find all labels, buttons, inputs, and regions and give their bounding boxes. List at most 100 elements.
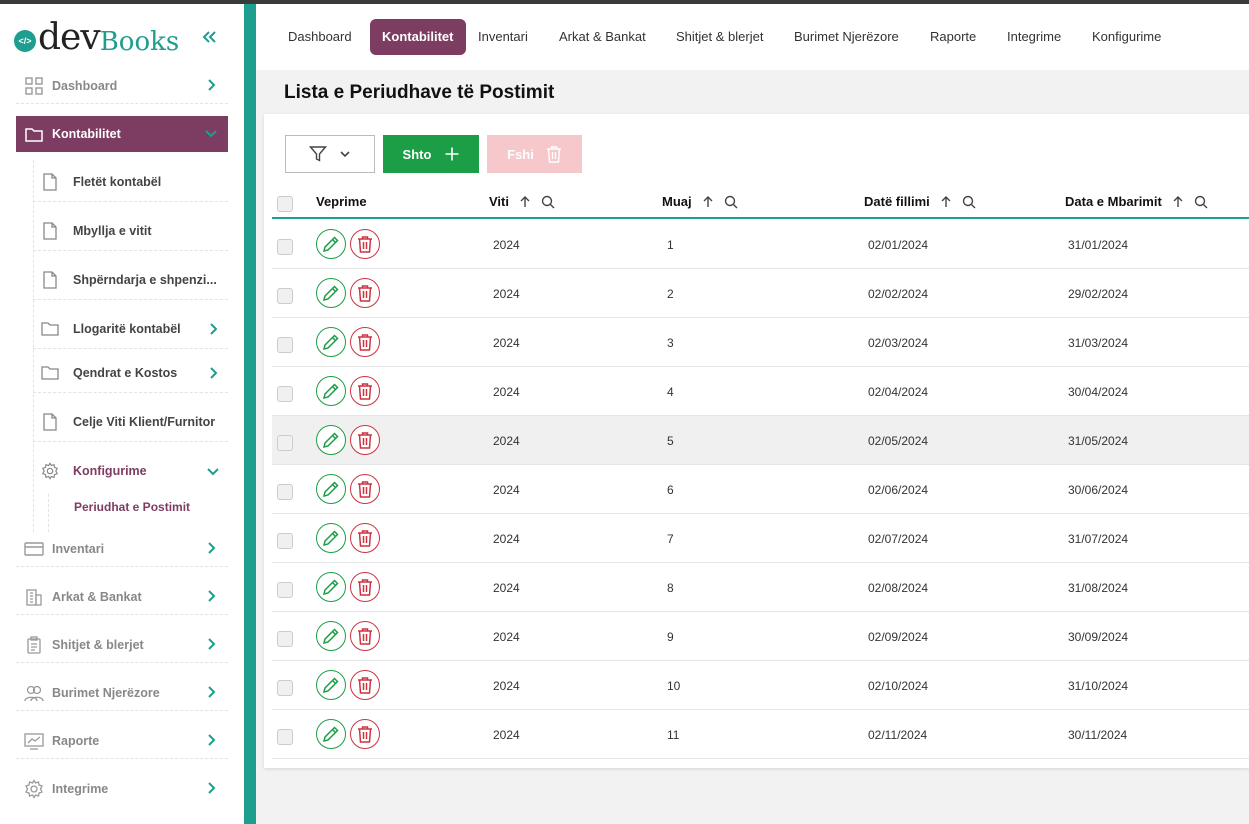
sidebar-subitem-qendrat-e-kostos[interactable]: Qendrat e Kostos	[33, 353, 228, 393]
row-checkbox[interactable]	[277, 337, 293, 353]
sidebar-subitem-konfigurime[interactable]: Konfigurime	[33, 451, 228, 491]
cell-start-date: 02/05/2024	[868, 434, 929, 448]
sidebar-item-shitjet-blerjet[interactable]: Shitjet & blerjet	[16, 627, 228, 663]
table-row[interactable]: 2024 2 02/02/2024 29/02/2024	[272, 269, 1249, 318]
row-checkbox[interactable]	[277, 582, 293, 598]
search-icon[interactable]	[724, 195, 738, 209]
delete-row-button[interactable]	[350, 376, 380, 406]
search-icon[interactable]	[962, 195, 976, 209]
logo[interactable]: </> dev Books	[14, 18, 179, 58]
sidebar-subitem-mbyllja-e-vitit[interactable]: Mbyllja e vitit	[33, 211, 228, 251]
row-checkbox[interactable]	[277, 533, 293, 549]
edit-button[interactable]	[316, 278, 346, 308]
tab-shitjet-blerjet[interactable]: Shitjet & blerjet	[676, 29, 764, 44]
edit-button[interactable]	[316, 719, 346, 749]
table-row[interactable]: 2024 7 02/07/2024 31/07/2024	[272, 514, 1249, 563]
sidebar-item-raporte[interactable]: Raporte	[16, 723, 228, 759]
cell-end-date: 30/11/2024	[1068, 728, 1128, 742]
table-row[interactable]: 2024 3 02/03/2024 31/03/2024	[272, 318, 1249, 367]
delete-row-button[interactable]	[350, 474, 380, 504]
sidebar-item-burimet-njerezore[interactable]: Burimet Njerëzore	[16, 675, 228, 711]
delete-row-button[interactable]	[350, 621, 380, 651]
edit-button[interactable]	[316, 572, 346, 602]
header-data-e-mbarimit[interactable]: Data e Mbarimit	[1065, 194, 1208, 209]
row-checkbox[interactable]	[277, 386, 293, 402]
row-checkbox[interactable]	[277, 239, 293, 255]
sidebar-subsubitem-periudhat-e-postimit[interactable]: Periudhat e Postimit	[74, 500, 191, 514]
tab-kontabilitet[interactable]: Kontabilitet	[370, 19, 466, 55]
header-viti[interactable]: Viti	[489, 194, 555, 209]
edit-button[interactable]	[316, 327, 346, 357]
header-veprime: Veprime	[316, 194, 367, 209]
edit-button[interactable]	[316, 229, 346, 259]
chevron-right-icon	[208, 542, 216, 554]
row-checkbox[interactable]	[277, 288, 293, 304]
sidebar-subitem-llogarite-kontabel[interactable]: Llogaritë kontabël	[33, 309, 228, 349]
tab-raporte[interactable]: Raporte	[930, 29, 977, 44]
table-row[interactable]: 2024 5 02/05/2024 31/05/2024	[272, 416, 1249, 465]
table-row[interactable]: 2024 10 02/10/2024 31/10/2024	[272, 661, 1249, 710]
row-checkbox[interactable]	[277, 435, 293, 451]
tab-burimet-njerezore[interactable]: Burimet Njerëzore	[794, 29, 899, 44]
delete-row-button[interactable]	[350, 425, 380, 455]
edit-button[interactable]	[316, 670, 346, 700]
sidebar-item-kontabilitet[interactable]: Kontabilitet	[16, 116, 228, 152]
sidebar-subitem-shperndarja[interactable]: Shpërndarja e shpenzi...	[33, 260, 228, 300]
sidebar-item-label: Dashboard	[52, 78, 118, 93]
delete-button[interactable]: Fshi	[487, 135, 582, 173]
sidebar-item-integrime[interactable]: Integrime	[16, 771, 228, 807]
add-button[interactable]: Shto	[383, 135, 479, 173]
tab-dashboard[interactable]: Dashboard	[288, 29, 352, 44]
table-row[interactable]: 2024 8 02/08/2024 31/08/2024	[272, 563, 1249, 612]
edit-button[interactable]	[316, 621, 346, 651]
delete-row-button[interactable]	[350, 670, 380, 700]
row-checkbox[interactable]	[277, 484, 293, 500]
table-row[interactable]: 2024 1 02/01/2024 31/01/2024	[272, 220, 1249, 269]
row-checkbox[interactable]	[277, 680, 293, 696]
sort-ascending-icon[interactable]	[519, 195, 531, 208]
delete-row-button[interactable]	[350, 719, 380, 749]
tab-arkat-bankat[interactable]: Arkat & Bankat	[559, 29, 646, 44]
plus-icon	[445, 147, 459, 161]
sidebar-item-inventari[interactable]: Inventari	[16, 531, 228, 567]
cell-start-date: 02/10/2024	[868, 679, 929, 693]
collapse-sidebar-button[interactable]	[198, 28, 220, 48]
filter-dropdown-button[interactable]	[285, 135, 375, 173]
delete-row-button[interactable]	[350, 572, 380, 602]
row-checkbox[interactable]	[277, 729, 293, 745]
table-row[interactable]: 2024 11 02/11/2024 30/11/2024	[272, 710, 1249, 759]
cell-month: 5	[667, 434, 674, 448]
edit-button[interactable]	[316, 425, 346, 455]
search-icon[interactable]	[1194, 195, 1208, 209]
header-date-fillimi[interactable]: Datë fillimi	[864, 194, 976, 209]
cell-year: 2024	[493, 728, 520, 742]
table-row[interactable]: 2024 9 02/09/2024 30/09/2024	[272, 612, 1249, 661]
sidebar-subitem-fletet-kontabel[interactable]: Fletët kontabël	[33, 162, 228, 202]
sidebar-subitem-celje-viti[interactable]: Celje Viti Klient/Furnitor	[33, 402, 228, 442]
cell-start-date: 02/06/2024	[868, 483, 929, 497]
sidebar-item-dashboard[interactable]: Dashboard	[16, 68, 228, 104]
header-muaj[interactable]: Muaj	[662, 194, 738, 209]
delete-row-button[interactable]	[350, 229, 380, 259]
sidebar-item-arkat-bankat[interactable]: Arkat & Bankat	[16, 579, 228, 615]
sort-ascending-icon[interactable]	[702, 195, 714, 208]
table-row[interactable]: 2024 4 02/04/2024 30/04/2024	[272, 367, 1249, 416]
cell-year: 2024	[493, 287, 520, 301]
chevron-right-icon	[210, 323, 218, 335]
sort-ascending-icon[interactable]	[940, 195, 952, 208]
row-checkbox[interactable]	[277, 631, 293, 647]
search-icon[interactable]	[541, 195, 555, 209]
edit-button[interactable]	[316, 523, 346, 553]
sort-ascending-icon[interactable]	[1172, 195, 1184, 208]
select-all-checkbox[interactable]	[277, 196, 293, 212]
tab-konfigurime[interactable]: Konfigurime	[1092, 29, 1162, 44]
pencil-icon	[322, 383, 339, 400]
delete-row-button[interactable]	[350, 278, 380, 308]
delete-row-button[interactable]	[350, 327, 380, 357]
delete-row-button[interactable]	[350, 523, 380, 553]
edit-button[interactable]	[316, 474, 346, 504]
tab-inventari[interactable]: Inventari	[478, 29, 528, 44]
edit-button[interactable]	[316, 376, 346, 406]
table-row[interactable]: 2024 6 02/06/2024 30/06/2024	[272, 465, 1249, 514]
tab-integrime[interactable]: Integrime	[1007, 29, 1062, 44]
